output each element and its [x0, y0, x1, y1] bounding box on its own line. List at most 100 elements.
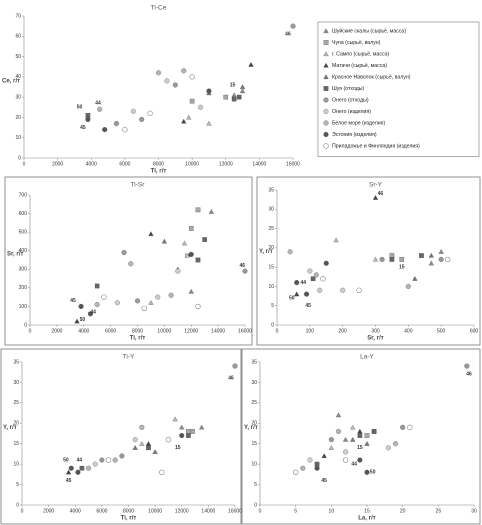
- point: [372, 195, 379, 200]
- y-tick-label: 0: [271, 322, 274, 328]
- legend-label: Чупа (сырьё, валун): [332, 40, 381, 46]
- legend-marker: [323, 62, 329, 68]
- point: [75, 469, 81, 475]
- x-tick-label: 14000: [211, 328, 225, 334]
- x-tick-label: 14000: [201, 508, 215, 514]
- point: [86, 465, 92, 471]
- point: [92, 461, 98, 467]
- point: [328, 445, 334, 450]
- point: [112, 457, 118, 463]
- point: [303, 291, 310, 297]
- point: [85, 116, 91, 123]
- y-tick-label: 10: [13, 461, 19, 467]
- point: [179, 424, 185, 430]
- y-tick-label: 0: [24, 322, 27, 328]
- point-annotation: 44: [76, 457, 82, 463]
- point: [379, 256, 385, 262]
- x-tick-label: 25: [436, 508, 442, 514]
- x-tick-label: 10: [329, 508, 335, 514]
- point: [248, 61, 254, 67]
- point-annotation: 50: [370, 470, 376, 476]
- point: [189, 98, 195, 104]
- point-annotation: 46: [228, 376, 234, 382]
- point: [287, 249, 293, 255]
- chart-title: La-Y: [360, 354, 374, 361]
- point: [155, 70, 162, 76]
- point: [232, 363, 238, 369]
- y-axis-label: Ce, г/т: [2, 79, 20, 85]
- point: [314, 465, 320, 471]
- point-annotation: 45: [305, 303, 311, 309]
- legend-box: [317, 21, 480, 157]
- y-tick-label: 10: [15, 135, 21, 141]
- point: [372, 256, 379, 262]
- point: [350, 436, 356, 442]
- point: [239, 84, 246, 90]
- y-tick-label: 20: [251, 421, 257, 427]
- point: [206, 120, 212, 126]
- y-tick-label: 60: [15, 34, 21, 40]
- x-tick-label: 12000: [219, 161, 233, 167]
- y-tick-label: 0: [254, 502, 257, 508]
- point-annotation: 46: [285, 32, 291, 38]
- y-tick-label: 35: [251, 359, 257, 365]
- point: [199, 424, 205, 430]
- x-tick-label: 14000: [252, 161, 266, 167]
- y-tick-label: 30: [251, 380, 257, 386]
- x-axis-label: Ti, г/т: [151, 169, 167, 175]
- point: [99, 457, 105, 463]
- x-tick-label: 5: [294, 508, 297, 514]
- point: [317, 287, 323, 293]
- point: [343, 449, 349, 455]
- point: [294, 291, 300, 297]
- point: [152, 449, 158, 454]
- point: [188, 288, 194, 294]
- point: [428, 260, 434, 266]
- y-tick-label: 100: [19, 304, 28, 310]
- point-annotation: 44: [351, 461, 357, 467]
- legend-label: Приладожье и Финляндия (изделия): [332, 143, 420, 149]
- point: [181, 118, 187, 124]
- x-tick-label: 100: [306, 328, 315, 334]
- point: [188, 251, 194, 257]
- point: [323, 260, 329, 266]
- chart-title: Ti-Y: [123, 354, 135, 361]
- x-tick-label: 4000: [86, 161, 97, 167]
- legend-marker: [323, 28, 329, 34]
- point: [195, 207, 201, 213]
- point: [208, 209, 215, 214]
- legend-label: Белое море (изделия): [332, 120, 385, 126]
- y-tick-label: 5: [254, 482, 257, 488]
- x-tick-label: 600: [470, 328, 479, 334]
- point: [113, 120, 120, 127]
- point: [389, 257, 395, 262]
- point: [428, 252, 434, 258]
- point: [172, 82, 178, 88]
- y-tick-label: 700: [19, 192, 28, 198]
- point-annotation: 46: [466, 372, 472, 378]
- point: [155, 294, 161, 300]
- x-tick-label: 2000: [52, 161, 63, 167]
- y-tick-label: 15: [13, 441, 19, 447]
- point: [236, 94, 242, 100]
- x-tick-label: 200: [338, 328, 347, 334]
- point: [364, 469, 370, 475]
- y-tick-label: 50: [15, 54, 21, 60]
- y-tick-label: 10: [268, 284, 274, 290]
- point: [438, 256, 444, 262]
- x-tick-label: 4000: [70, 508, 81, 514]
- point: [161, 238, 168, 244]
- legend-marker: [323, 143, 329, 149]
- point: [172, 416, 178, 422]
- point: [202, 237, 207, 242]
- point-annotation: 50: [63, 457, 69, 463]
- point-annotation: 45: [80, 125, 86, 131]
- point: [313, 272, 319, 278]
- point: [294, 280, 300, 286]
- point-annotation: 50: [77, 105, 83, 111]
- panel-frame: [4, 176, 253, 346]
- y-tick-label: 35: [268, 187, 274, 193]
- legend-marker: [323, 86, 329, 91]
- chart-title: Ti-Sr: [131, 182, 146, 189]
- point: [464, 363, 470, 369]
